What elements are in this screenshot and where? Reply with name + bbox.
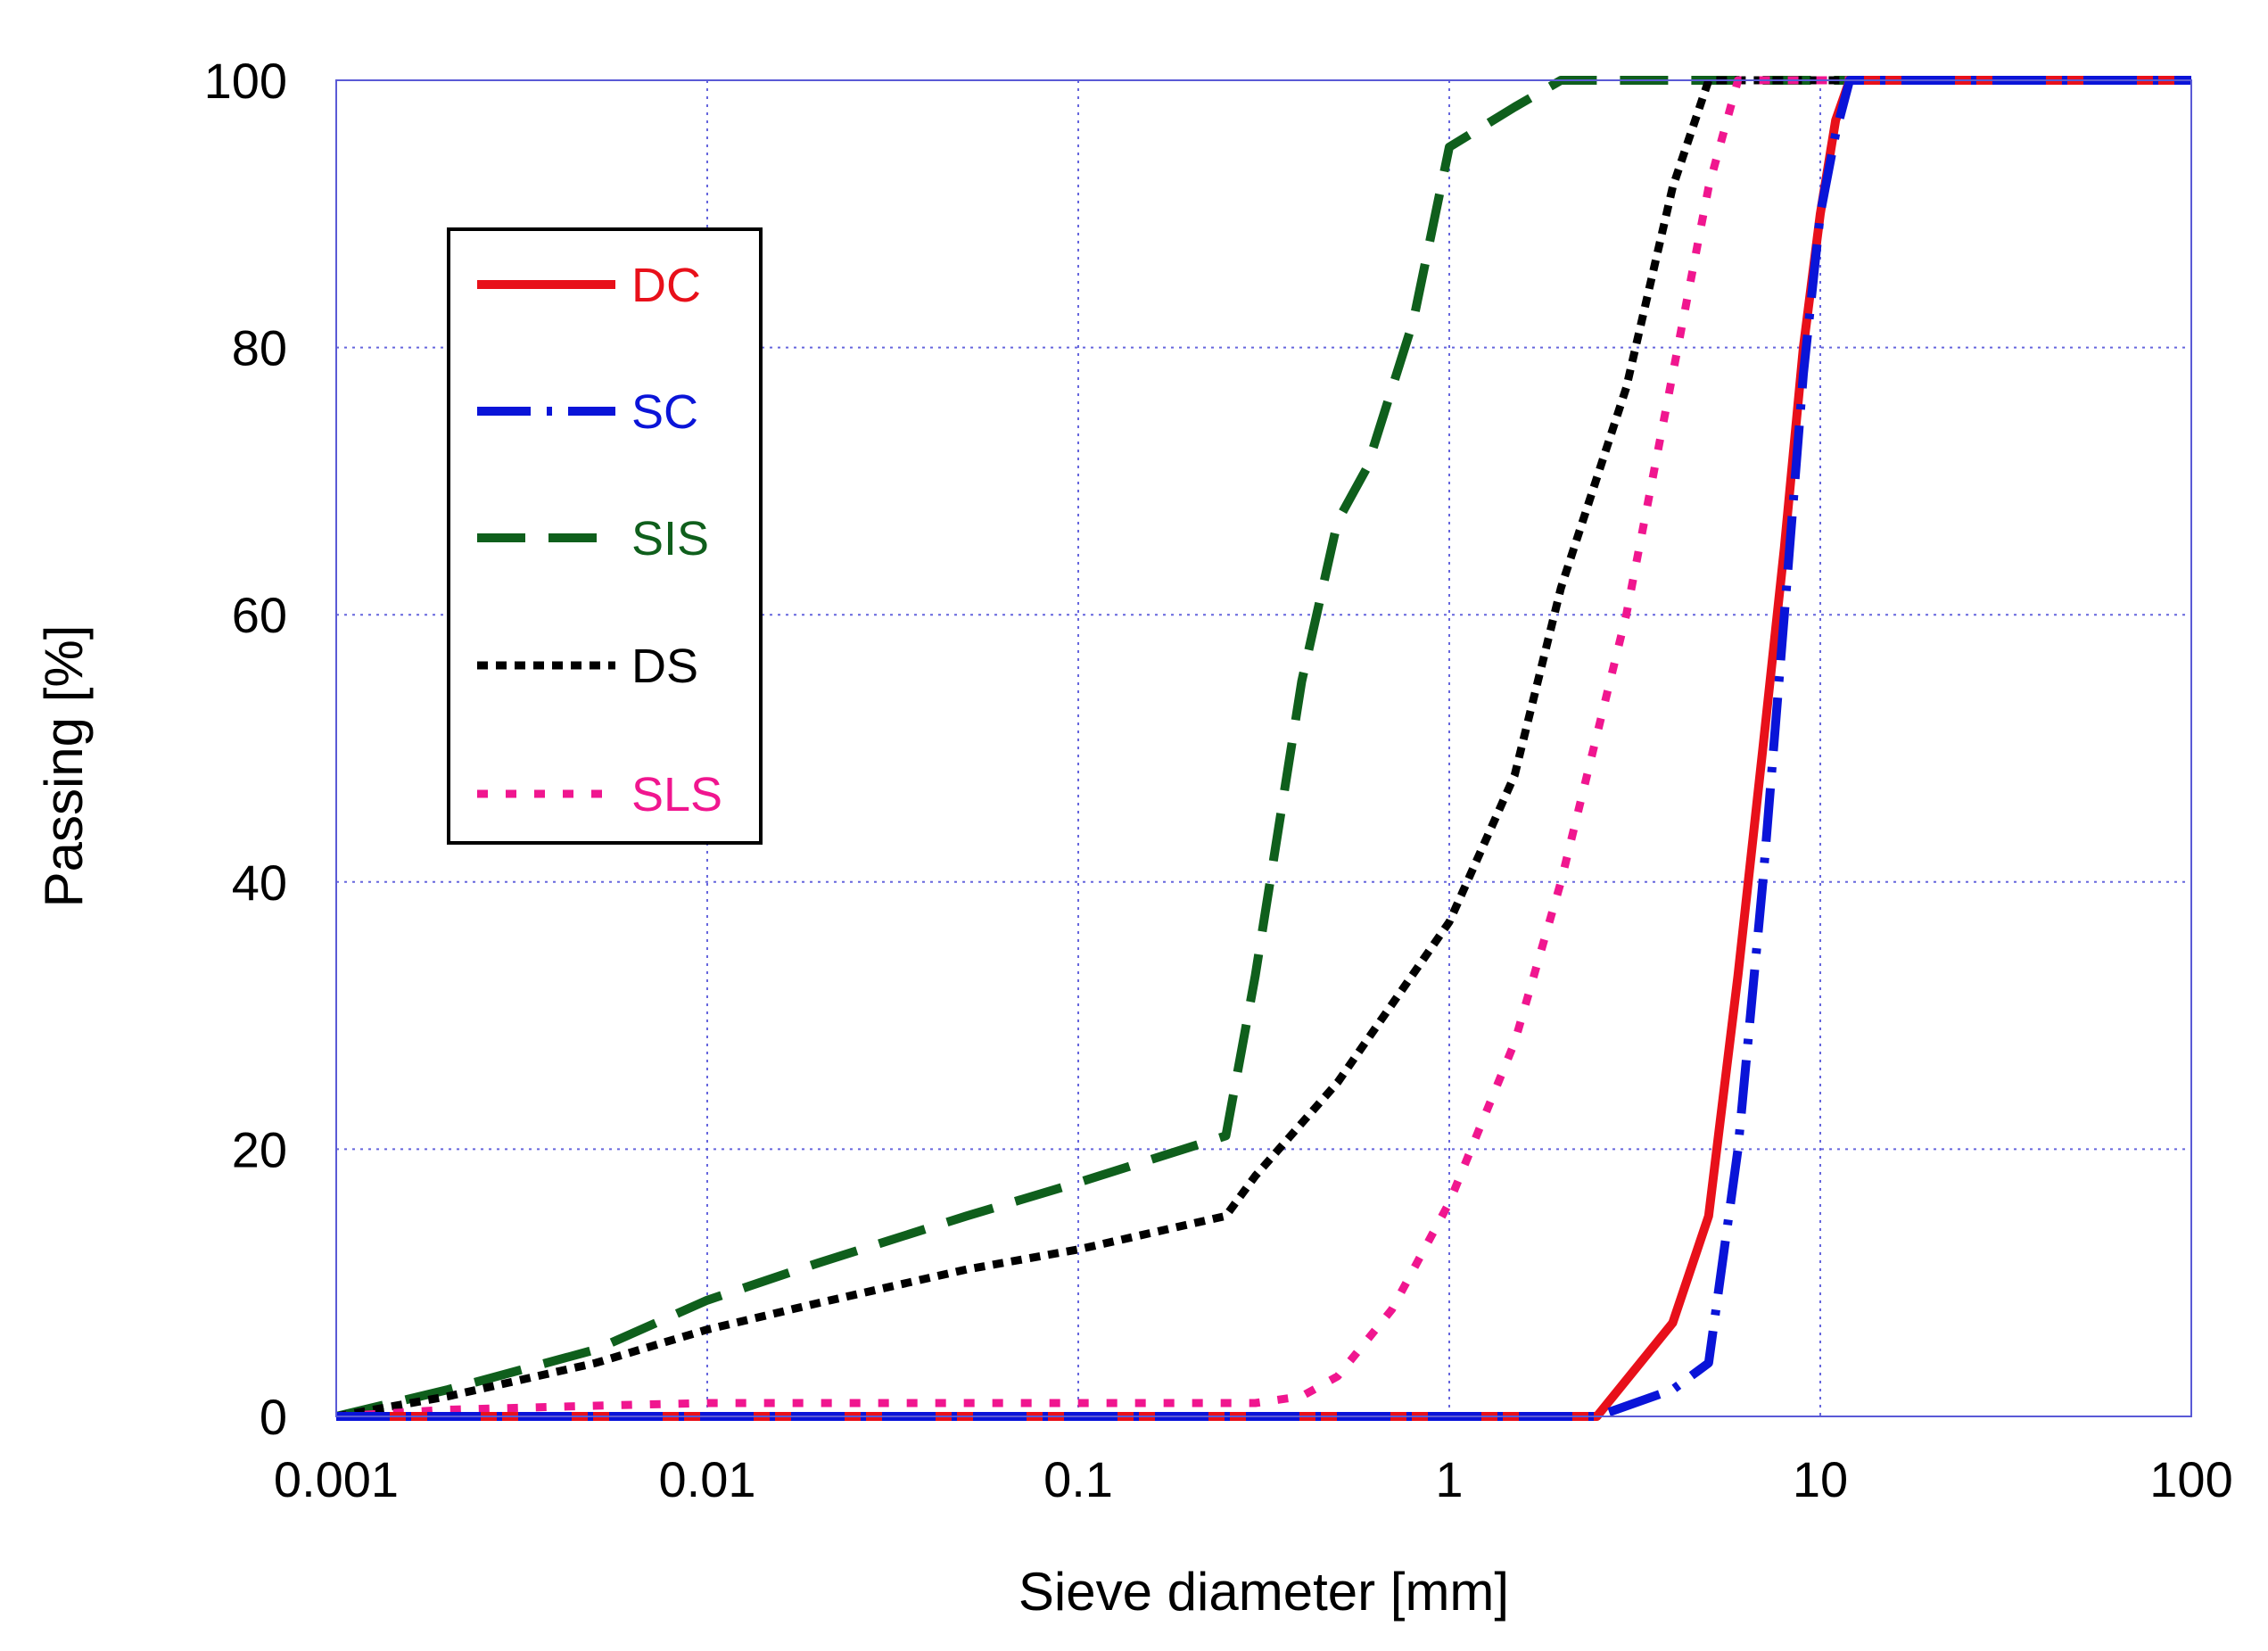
series-line-ds — [335, 76, 2191, 1421]
x-tick-label: 10 — [1793, 1451, 1848, 1507]
y-tick-label: 80 — [232, 320, 287, 376]
y-tick-label: 20 — [232, 1121, 287, 1177]
legend-label-sis: SIS — [631, 512, 709, 565]
x-tick-label: 1 — [1435, 1451, 1463, 1507]
legend-label-dc: DC — [631, 259, 701, 312]
plot-frame — [335, 79, 2192, 1417]
y-tick-label: 40 — [232, 854, 287, 911]
legend: DC SC SIS DS SLS — [447, 227, 763, 845]
legend-label-sc: SC — [631, 385, 698, 439]
y-tick-label: 0 — [260, 1389, 287, 1445]
x-tick-label: 100 — [2149, 1451, 2232, 1507]
series-line-sls — [335, 76, 2191, 1421]
x-tick-label: 0.1 — [1043, 1451, 1113, 1507]
x-axis-title: Sieve diameter [mm] — [1019, 1562, 1509, 1622]
x-tick-label: 0.01 — [659, 1451, 756, 1507]
axis-ticks: 0.001 0.01 0.1 1 10 100 0 20 40 60 80 100 — [204, 53, 2233, 1507]
x-tick-label: 0.001 — [274, 1451, 399, 1507]
y-tick-label: 60 — [232, 587, 287, 643]
legend-label-sls: SLS — [631, 768, 722, 821]
legend-label-ds: DS — [631, 640, 698, 693]
y-tick-label: 100 — [204, 53, 287, 109]
y-axis-title: Passing [%] — [34, 625, 94, 908]
